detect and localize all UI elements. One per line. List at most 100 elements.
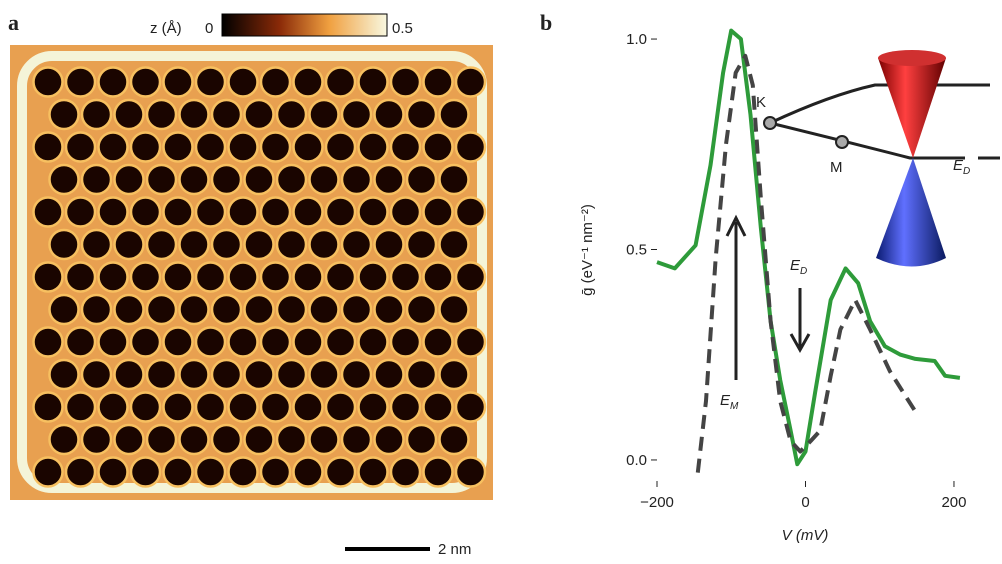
lattice-site — [229, 458, 258, 487]
x-tick-label: 200 — [941, 494, 966, 511]
lattice-site — [212, 165, 241, 194]
lattice-site — [147, 295, 176, 324]
lattice-site — [164, 393, 193, 422]
lattice-site — [456, 133, 485, 162]
arrow — [791, 288, 809, 350]
lattice-site — [196, 68, 225, 97]
lattice-site — [180, 295, 209, 324]
band-line — [770, 123, 965, 158]
lattice-site — [99, 133, 128, 162]
lattice-site — [359, 133, 388, 162]
lattice-site — [131, 393, 160, 422]
inset-energy: ED — [953, 157, 970, 177]
lattice-site — [99, 198, 128, 227]
lattice-site — [440, 360, 469, 389]
lattice-site — [375, 295, 404, 324]
lattice-site — [196, 263, 225, 292]
lattice-site — [391, 393, 420, 422]
lattice-site — [359, 198, 388, 227]
subscript: D — [800, 266, 807, 277]
lattice-site — [212, 230, 241, 259]
lattice-site — [115, 230, 144, 259]
lattice-site — [229, 263, 258, 292]
lattice-site — [66, 458, 95, 487]
lattice-site — [277, 100, 306, 129]
lattice-site — [82, 100, 111, 129]
lattice-site — [375, 165, 404, 194]
lattice-site — [407, 425, 436, 454]
lattice-site — [407, 360, 436, 389]
lattice-site — [66, 328, 95, 357]
lattice-site — [294, 458, 323, 487]
stm-image — [10, 45, 493, 500]
lattice-site — [326, 393, 355, 422]
lattice-site — [229, 328, 258, 357]
lattice-site — [424, 68, 453, 97]
lattice-site — [131, 68, 160, 97]
lattice-site — [261, 198, 290, 227]
lattice-site — [326, 458, 355, 487]
lattice-site — [326, 263, 355, 292]
lattice-site — [424, 198, 453, 227]
lattice-site — [342, 165, 371, 194]
lattice-site — [196, 328, 225, 357]
lattice-site — [66, 393, 95, 422]
lattice-site — [99, 458, 128, 487]
lattice-site — [407, 230, 436, 259]
lattice-site — [34, 263, 63, 292]
lattice-site — [147, 100, 176, 129]
lattice-site — [34, 458, 63, 487]
lattice-site — [424, 458, 453, 487]
lattice-site — [99, 328, 128, 357]
lattice-site — [391, 68, 420, 97]
x-tick-label: −200 — [640, 494, 674, 511]
lattice-site — [115, 165, 144, 194]
lattice-site — [375, 425, 404, 454]
lattice-site — [359, 393, 388, 422]
upper-cone — [878, 54, 946, 158]
lattice-site — [342, 425, 371, 454]
subscript: D — [963, 166, 970, 177]
lattice-site — [212, 295, 241, 324]
lattice-site — [196, 458, 225, 487]
lattice-site — [359, 328, 388, 357]
lattice-site — [66, 68, 95, 97]
lattice-site — [391, 328, 420, 357]
lattice-site — [131, 458, 160, 487]
lattice-site — [424, 263, 453, 292]
y-tick-label: 1.0 — [626, 31, 647, 48]
lattice-site — [131, 328, 160, 357]
panel-label: b — [540, 10, 552, 35]
lattice-site — [310, 165, 339, 194]
lattice-site — [407, 165, 436, 194]
lattice-site — [277, 165, 306, 194]
lattice-site — [245, 295, 274, 324]
lattice-site — [147, 425, 176, 454]
lattice-site — [245, 230, 274, 259]
lattice-site — [82, 360, 111, 389]
lattice-site — [277, 425, 306, 454]
lattice-site — [115, 360, 144, 389]
lattice-site — [342, 295, 371, 324]
lattice-site — [99, 263, 128, 292]
lattice-site — [310, 425, 339, 454]
inset-label: K — [756, 94, 766, 111]
lattice-site — [245, 165, 274, 194]
lattice-site — [115, 295, 144, 324]
lattice-site — [261, 328, 290, 357]
lattice-site — [66, 263, 95, 292]
lattice-site — [66, 133, 95, 162]
lattice-site — [82, 295, 111, 324]
lattice-site — [391, 263, 420, 292]
lattice-site — [359, 458, 388, 487]
lower-cone — [876, 158, 946, 267]
lattice-site — [261, 133, 290, 162]
lattice-site — [50, 295, 79, 324]
lattice-site — [196, 133, 225, 162]
lattice-site — [196, 393, 225, 422]
lattice-site — [212, 100, 241, 129]
lattice-site — [131, 133, 160, 162]
lattice-site — [440, 100, 469, 129]
m-point — [836, 136, 848, 148]
lattice-site — [261, 458, 290, 487]
